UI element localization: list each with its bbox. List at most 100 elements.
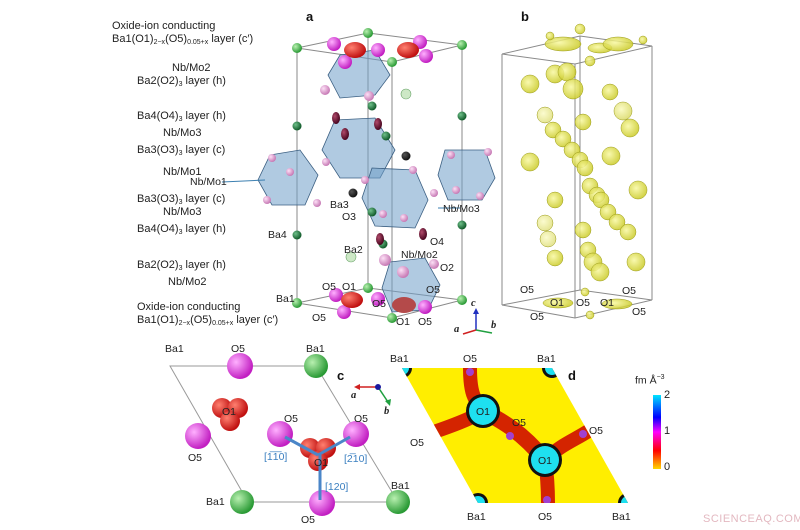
o1-atoms-panel-a: [341, 42, 419, 313]
layer-label-ba3-c-top: Ba3(O3)3 layer (c): [137, 144, 225, 160]
atom-label-d-ba1-br: Ba1: [612, 511, 631, 523]
formula-part: layer (c): [182, 193, 226, 205]
formula-sub: 3: [178, 116, 183, 123]
colorbar-tick-2: 2: [664, 389, 671, 401]
formula-part: (O5): [190, 314, 213, 326]
layer-label-ba4-h-bot: Ba4(O4)3 layer (h): [137, 223, 226, 239]
layer-label-top-cprime-line1: Oxide-ion conducting: [112, 20, 216, 32]
atom-label-d-o5-left: O5: [410, 437, 425, 449]
atom-label-b-o5-bl: O5: [530, 311, 545, 323]
formula-sub: 3: [178, 229, 183, 236]
formula-part: layer (c′): [208, 33, 254, 45]
atom-label-d-o5-right: O5: [589, 425, 604, 437]
direction-label-3: [120]: [325, 481, 349, 493]
formula-sub: 0.05+x: [212, 320, 234, 327]
formula-part: layer (c): [182, 144, 226, 156]
formula-part: layer (h): [182, 259, 226, 271]
atom-label-c-ba1-bl: Ba1: [206, 496, 225, 508]
layer-label-bot-cprime-line2: Ba1(O1)2−x(O5)0.05+x layer (c′): [137, 314, 278, 330]
atom-label-d-o5-top: O5: [463, 353, 478, 365]
atom-label-b-o5-mid: O5: [576, 297, 591, 309]
atom-label-c-ba1-tl: Ba1: [165, 343, 184, 355]
layer-label-ba2-h-bot: Ba2(O2)3 layer (h): [137, 259, 226, 275]
axis-label-c: c: [471, 298, 476, 309]
formula-part: Ba3(O3): [137, 193, 179, 205]
formula-sub: 2−x: [178, 320, 191, 327]
layer-label-nbmo2-top: Nb/Mo2: [172, 62, 211, 74]
atom-label-b-o1-right: O1: [600, 297, 615, 309]
atom-label-c-o1-center: O1: [314, 457, 329, 469]
atom-label-ba3: Ba3: [330, 199, 349, 211]
layer-label-nbmo2-bot: Nb/Mo2: [168, 276, 207, 288]
ba-atoms: [292, 28, 467, 323]
atom-label-o5-bottom: O5: [312, 312, 327, 324]
atom-label-b-o1-left: O1: [550, 297, 565, 309]
direction-label-2: [2̅10]: [344, 453, 368, 465]
layer-label-top-cprime-line2: Ba1(O1)2−x(O5)0.05+x layer (c′): [112, 33, 253, 49]
axis-label-a: a: [454, 324, 460, 335]
atom-label-d-ba1-tl: Ba1: [390, 353, 409, 365]
layer-label-ba3-c-bot: Ba3(O3)3 layer (c): [137, 193, 225, 209]
direction-arrow-2: [317, 435, 351, 457]
atom-label-nbmo2: Nb/Mo2: [401, 249, 438, 261]
atom-label-c-ba1-br: Ba1: [391, 480, 410, 492]
formula-part: (O5): [165, 33, 188, 45]
atom-label-d-ba1-bl: Ba1: [467, 511, 486, 523]
panel-letter-a: a: [306, 9, 314, 24]
formula-part: Ba3(O3): [137, 144, 179, 156]
atom-label-d-o1-upper: O1: [476, 406, 491, 418]
panel-letter-c: c: [337, 368, 345, 383]
atom-label-c-o5-center-right: O5: [354, 413, 369, 425]
atom-label-o4: O4: [430, 236, 445, 248]
formula-part: Ba1(O1): [137, 314, 179, 326]
axis-label-c-b: b: [384, 406, 390, 417]
panel-b-structure: [501, 35, 653, 319]
atom-label-o1-bottom: O1: [396, 316, 411, 328]
layer-label-ba2-h-top: Ba2(O2)3 layer (h): [137, 75, 226, 91]
axes-triad-a: [462, 308, 493, 335]
formula-sub: 3: [178, 81, 183, 88]
atom-label-o5-bottom-right: O5: [418, 316, 433, 328]
formula-part: Ba2(O2): [137, 259, 179, 271]
atom-label-c-o5-center-left: O5: [284, 413, 299, 425]
formula-sub: 3: [178, 199, 183, 206]
axis-label-b: b: [491, 320, 497, 331]
o-pink-atoms: [263, 85, 492, 278]
atom-label-o2: O2: [440, 262, 455, 274]
formula-part: layer (h): [182, 75, 226, 87]
colorbar-unit-sup: −3: [656, 374, 665, 381]
atom-label-ba1: Ba1: [276, 293, 295, 305]
atom-label-d-ba1-tr: Ba1: [537, 353, 556, 365]
atom-label-o1-left: O1: [342, 281, 357, 293]
o4-atoms: [332, 112, 427, 245]
o1-trefoil-left: [212, 398, 248, 431]
leader-line-nbmo1: [221, 179, 266, 183]
atom-label-d-o1-lower: O1: [538, 455, 553, 467]
layer-label-nbmo3-bot: Nb/Mo3: [163, 206, 202, 218]
atom-label-d-o5-bottom: O5: [538, 511, 553, 523]
formula-part: Ba1(O1): [112, 33, 154, 45]
formula-part: layer (c′): [233, 314, 279, 326]
atom-label-d-o5-center: O5: [512, 417, 527, 429]
colorbar-tick-1: 1: [664, 425, 671, 437]
formula-sub: 3: [178, 265, 183, 272]
octahedra: [257, 49, 496, 313]
atom-label-c-o1-left: O1: [222, 406, 237, 418]
formula-sub: 0.05+x: [187, 39, 209, 46]
axes-triad-c: [354, 384, 391, 406]
atom-label-b-o5-tr: O5: [622, 285, 637, 297]
panel-d-map: [402, 368, 628, 503]
watermark: SCIENCEAQ.COM: [703, 513, 800, 525]
formula-sub: 3: [178, 150, 183, 157]
atom-label-c-o5-top: O5: [231, 343, 246, 355]
layer-label-bot-cprime-line1: Oxide-ion conducting: [137, 301, 241, 313]
colorbar-tick-0: 0: [664, 461, 671, 473]
direction-label-1: [1̅1̅0]: [264, 451, 288, 463]
colorbar-unit: fm Å−3: [635, 374, 665, 387]
panel-letter-d: d: [568, 368, 576, 383]
atom-label-ba2: Ba2: [344, 244, 363, 256]
atom-label-o5-right: O5: [426, 284, 441, 296]
layer-label-nbmo3-top: Nb/Mo3: [163, 127, 202, 139]
formula-part: layer (h): [182, 223, 226, 235]
